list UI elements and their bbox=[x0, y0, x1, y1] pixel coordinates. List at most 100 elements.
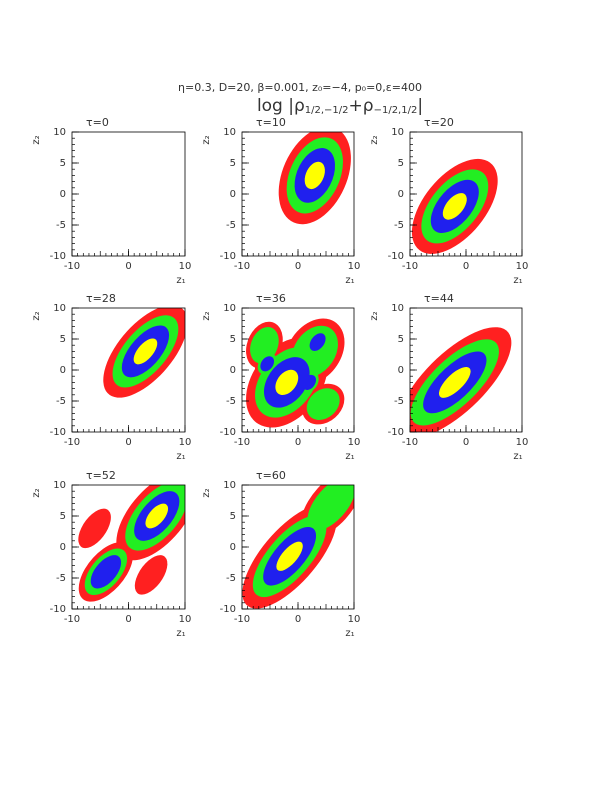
contour-level bbox=[438, 366, 471, 398]
subtitle-part: log |ρ bbox=[257, 96, 305, 116]
y-tick-label: 5 bbox=[230, 334, 236, 345]
x-tick-label: 0 bbox=[295, 614, 301, 625]
y-tick-label: 0 bbox=[230, 365, 236, 376]
panel-title: τ=60 bbox=[256, 469, 286, 482]
x-tick-label: -10 bbox=[234, 261, 250, 272]
y-axis-label: z₂ bbox=[31, 135, 42, 144]
y-tick-label: 0 bbox=[398, 365, 404, 376]
y-tick-label: -5 bbox=[226, 396, 236, 407]
contour-level bbox=[134, 555, 168, 595]
x-tick-label: 10 bbox=[179, 261, 192, 272]
y-tick-label: -10 bbox=[50, 427, 66, 438]
y-tick-label: 0 bbox=[230, 189, 236, 200]
x-tick-label: 0 bbox=[295, 437, 301, 448]
subtitle-part: | bbox=[417, 96, 423, 116]
x-tick-label: -10 bbox=[402, 261, 418, 272]
panel-title: τ=0 bbox=[86, 116, 109, 129]
x-axis-label: z₁ bbox=[513, 275, 522, 286]
y-axis-label: z₂ bbox=[201, 488, 212, 497]
y-tick-label: -10 bbox=[50, 604, 66, 615]
contour-level bbox=[260, 356, 275, 372]
x-tick-label: 10 bbox=[516, 261, 529, 272]
x-tick-label: -10 bbox=[234, 437, 250, 448]
y-tick-label: -10 bbox=[220, 251, 236, 262]
contour-level bbox=[276, 541, 303, 571]
subtitle-part: 1/2,−1/2 bbox=[305, 105, 349, 116]
subtitle-part: +ρ bbox=[349, 96, 374, 116]
contour-plot bbox=[246, 318, 345, 428]
panel-title: τ=36 bbox=[256, 292, 286, 305]
y-tick-label: -10 bbox=[220, 604, 236, 615]
contour-level bbox=[133, 338, 158, 365]
x-tick-label: -10 bbox=[64, 614, 80, 625]
panel-title: τ=52 bbox=[86, 469, 116, 482]
x-tick-label: -10 bbox=[234, 614, 250, 625]
panel-title: τ=28 bbox=[86, 292, 116, 305]
x-tick-label: 0 bbox=[125, 261, 131, 272]
y-tick-label: -10 bbox=[388, 251, 404, 262]
contour-level bbox=[304, 161, 325, 190]
contour-plot bbox=[78, 485, 185, 602]
x-axis-label: z₁ bbox=[345, 628, 354, 639]
contour-level bbox=[307, 485, 354, 531]
x-tick-label: 10 bbox=[516, 437, 529, 448]
y-tick-label: 5 bbox=[230, 158, 236, 169]
x-tick-label: 0 bbox=[125, 614, 131, 625]
y-tick-label: 0 bbox=[60, 189, 66, 200]
x-tick-label: -10 bbox=[64, 261, 80, 272]
x-tick-label: 10 bbox=[179, 437, 192, 448]
contour-level bbox=[145, 503, 169, 529]
figure-title: η=0.3, D=20, β=0.001, z₀=−4, p₀=0,ε=400 bbox=[178, 81, 422, 94]
y-tick-label: 10 bbox=[391, 303, 404, 314]
figure-subtitle: log |ρ1/2,−1/2+ρ−1/2,1/2| bbox=[257, 96, 423, 116]
contour-plot bbox=[103, 308, 185, 398]
y-tick-label: 5 bbox=[60, 334, 66, 345]
x-tick-label: 0 bbox=[463, 261, 469, 272]
y-tick-label: 10 bbox=[223, 480, 236, 491]
plot-frame bbox=[71, 131, 186, 257]
y-tick-label: 10 bbox=[53, 127, 66, 138]
contour-plot bbox=[410, 327, 512, 432]
y-tick-label: -10 bbox=[388, 427, 404, 438]
x-tick-label: 10 bbox=[179, 614, 192, 625]
y-axis-label: z₂ bbox=[369, 311, 380, 320]
y-tick-label: 0 bbox=[398, 189, 404, 200]
x-tick-label: -10 bbox=[64, 437, 80, 448]
contour-plot bbox=[411, 158, 498, 254]
x-axis-label: z₁ bbox=[513, 451, 522, 462]
y-tick-label: 0 bbox=[60, 542, 66, 553]
x-tick-label: 0 bbox=[463, 437, 469, 448]
y-tick-label: 5 bbox=[230, 511, 236, 522]
x-tick-label: 10 bbox=[348, 614, 361, 625]
y-axis-label: z₂ bbox=[31, 311, 42, 320]
x-axis-label: z₁ bbox=[176, 451, 185, 462]
y-tick-label: -10 bbox=[50, 251, 66, 262]
y-tick-label: -5 bbox=[56, 220, 66, 231]
contour-level bbox=[442, 193, 467, 220]
subtitle-part: −1/2,1/2 bbox=[374, 105, 418, 116]
y-tick-label: -5 bbox=[394, 396, 404, 407]
y-tick-label: 5 bbox=[398, 334, 404, 345]
x-axis-label: z₁ bbox=[345, 275, 354, 286]
y-axis-label: z₂ bbox=[201, 311, 212, 320]
x-tick-label: 0 bbox=[125, 437, 131, 448]
contour-plot bbox=[242, 485, 354, 609]
y-tick-label: 0 bbox=[60, 365, 66, 376]
y-tick-label: -5 bbox=[56, 573, 66, 584]
y-tick-label: 5 bbox=[398, 158, 404, 169]
contour-level bbox=[275, 369, 299, 396]
y-tick-label: -10 bbox=[220, 427, 236, 438]
x-axis-label: z₁ bbox=[345, 451, 354, 462]
y-tick-label: 10 bbox=[53, 480, 66, 491]
x-axis-label: z₁ bbox=[176, 275, 185, 286]
contour-level bbox=[250, 326, 279, 364]
contour-level bbox=[309, 333, 326, 351]
panel-title: τ=10 bbox=[256, 116, 286, 129]
x-tick-label: 10 bbox=[348, 437, 361, 448]
y-axis-label: z₂ bbox=[31, 488, 42, 497]
x-tick-label: -10 bbox=[402, 437, 418, 448]
y-tick-label: -5 bbox=[394, 220, 404, 231]
y-tick-label: -5 bbox=[226, 220, 236, 231]
y-tick-label: -5 bbox=[226, 573, 236, 584]
